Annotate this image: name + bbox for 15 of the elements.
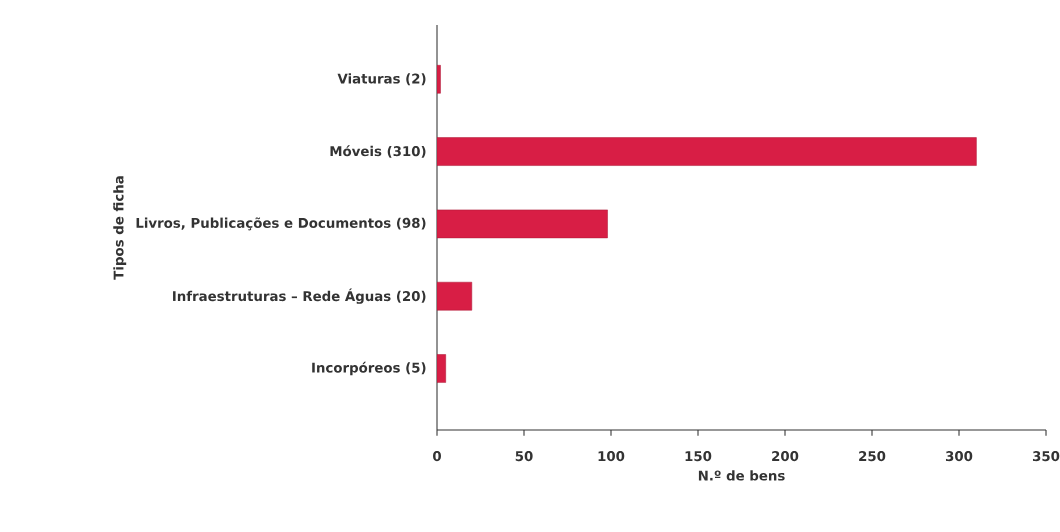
x-tick-label: 350 <box>1032 451 1060 462</box>
x-tick-label: 200 <box>772 451 799 462</box>
x-tick-label: 50 <box>515 451 533 462</box>
y-tick-label: Móveis (310) <box>330 145 426 158</box>
x-tick-label: 100 <box>598 451 625 462</box>
x-tick-label: 0 <box>433 451 441 462</box>
x-axis-title: N.º de bens <box>698 470 785 481</box>
x-tick-label: 150 <box>685 451 712 462</box>
x-tick-label: 250 <box>859 451 886 462</box>
y-tick-label: Viaturas (2) <box>337 73 426 86</box>
y-tick-label: Incorpóreos (5) <box>312 361 426 376</box>
y-tick-label: Livros, Publicações e Documentos (98) <box>136 217 426 231</box>
y-axis-title: Tipos de ficha <box>113 176 127 280</box>
x-tick-label: 300 <box>945 451 973 462</box>
y-tick-label: Infraestruturas – Rede Águas (20) <box>173 288 426 304</box>
